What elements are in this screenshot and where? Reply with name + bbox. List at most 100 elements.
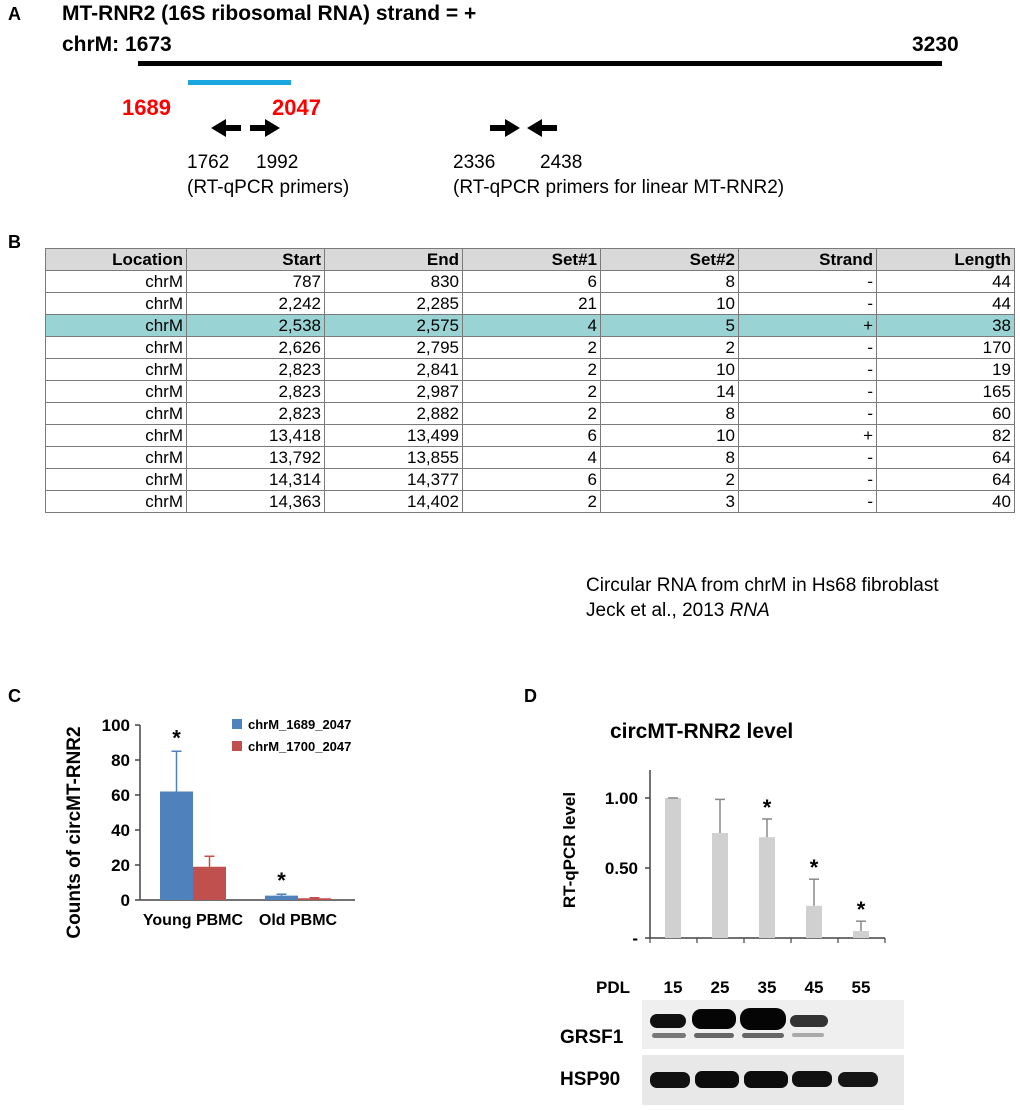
arrow-left-icon	[527, 119, 557, 137]
blot-hsp90	[642, 1055, 904, 1105]
table-row: chrM 2,242 2,285 21 10-44	[45, 292, 1015, 315]
table-cell: 165	[876, 380, 1015, 403]
table-cell: -	[738, 468, 877, 491]
region-start-label: 1689	[122, 95, 171, 120]
table-cell: chrM	[45, 314, 187, 337]
y-tick-label: 60	[111, 786, 130, 805]
table-cell: -	[738, 358, 877, 381]
blot-band	[692, 1009, 736, 1029]
blot-grsf1	[642, 1000, 904, 1049]
chrm-label: chrM: 1673	[62, 33, 172, 57]
circrna-region-bar	[188, 80, 291, 85]
table-cell: 5	[600, 314, 739, 337]
table-cell: 10	[600, 292, 739, 315]
bar	[298, 898, 331, 900]
bar	[712, 833, 728, 938]
blot-band	[792, 1071, 832, 1087]
table-cell: 2,823	[186, 380, 325, 403]
table-cell: 2,575	[324, 314, 463, 337]
circrna-table: Location Start End Set#1 Set#2 Strand Le…	[45, 248, 1015, 513]
table-row: chrM 787 830 6 8-44	[45, 270, 1015, 293]
table-header-row: Location Start End Set#1 Set#2 Strand Le…	[45, 248, 1015, 271]
blot-band	[790, 1015, 828, 1027]
blot-band	[838, 1072, 878, 1087]
table-cell: 13,418	[186, 424, 325, 447]
chart-d: RT-qPCR level - 0.50 1.00 15 25 * 35 * 45 * 55 PDL	[560, 770, 886, 997]
table-cell: 8	[600, 270, 739, 293]
table-cell: chrM	[45, 424, 187, 447]
table-cell: chrM	[45, 336, 187, 359]
table-cell: 2	[600, 336, 739, 359]
table-cell: 2,987	[324, 380, 463, 403]
table-row: chrM 13,418 13,499 6 10 +82	[45, 424, 1015, 447]
table-cell: 4	[462, 314, 601, 337]
table-cell: 787	[186, 270, 325, 293]
y-tick-label: -	[632, 929, 638, 948]
table-cell: -	[738, 402, 877, 425]
x-tick-label: 15	[664, 978, 683, 997]
table-row: chrM 2,626 2,795 2 2-170	[45, 336, 1015, 359]
table-cell: 14,363	[186, 490, 325, 513]
blot-band	[744, 1071, 788, 1088]
chrm-end: 3230	[912, 33, 959, 56]
table-cell: 13,499	[324, 424, 463, 447]
table-cell: 170	[876, 336, 1015, 359]
primer1-left-pos: 1762	[187, 152, 230, 173]
significance-marker: *	[172, 725, 181, 750]
y-tick-label: 0.50	[605, 859, 638, 878]
x-tick-label: Old PBMC	[259, 912, 338, 929]
table-cell: 13,792	[186, 446, 325, 469]
table-cell: 82	[876, 424, 1015, 447]
table-cell: 14,377	[324, 468, 463, 491]
significance-marker: *	[810, 855, 819, 880]
table-caption-source: Circular RNA from chrM in Hs68 fibroblas…	[586, 575, 939, 596]
panel-c-letter: C	[8, 686, 21, 706]
table-row: chrM 13,792 13,855 4 8-64	[45, 446, 1015, 469]
y-axis-label: RT-qPCR level	[560, 792, 579, 908]
table-cell: 4	[462, 446, 601, 469]
table-cell: chrM	[45, 270, 187, 293]
table-cell: 2,538	[186, 314, 325, 337]
y-tick-label: 1.00	[605, 789, 638, 808]
table-cell: 2,242	[186, 292, 325, 315]
legend-label: chrM_1700_2047	[248, 739, 351, 754]
bar	[759, 837, 775, 938]
legend-swatch	[232, 741, 242, 751]
table-cell: 2	[462, 402, 601, 425]
table-cell: 2,882	[324, 402, 463, 425]
gene-title: MT-RNR2 (16S ribosomal RNA) strand = +	[62, 2, 477, 25]
table-cell: 2	[462, 490, 601, 513]
bar	[160, 791, 193, 900]
bar	[806, 905, 822, 938]
chrm-start: 1673	[125, 33, 172, 56]
x-axis-title: PDL	[596, 978, 630, 997]
table-cell: +	[738, 424, 877, 447]
table-cell: 64	[876, 468, 1015, 491]
table-cell: 2,795	[324, 336, 463, 359]
table-cell: 14	[600, 380, 739, 403]
table-cell: +	[738, 314, 877, 337]
y-tick-label: 40	[111, 821, 130, 840]
table-cell: -	[738, 490, 877, 513]
table-cell: chrM	[45, 292, 187, 315]
arrow-right-icon	[250, 119, 280, 137]
table-cell: 21	[462, 292, 601, 315]
table-cell: 64	[876, 446, 1015, 469]
bar	[665, 798, 681, 938]
table-cell: 19	[876, 358, 1015, 381]
table-row: chrM 14,314 14,377 6 2-64	[45, 468, 1015, 491]
table-cell: 14,314	[186, 468, 325, 491]
column-header: End	[324, 248, 463, 271]
table-cell: 38	[876, 314, 1015, 337]
table-cell: 2,626	[186, 336, 325, 359]
x-tick-label: 55	[852, 978, 871, 997]
column-header: Strand	[738, 248, 877, 271]
table-row: chrM 2,823 2,882 2 8-60	[45, 402, 1015, 425]
table-cell: 6	[462, 468, 601, 491]
table-cell: chrM	[45, 402, 187, 425]
table-row: chrM 2,538 2,575 4 5 +38	[45, 314, 1015, 337]
citation-text: Jeck et al., 2013	[586, 600, 730, 621]
primer1-right-pos: 1992	[256, 152, 299, 173]
table-cell: -	[738, 292, 877, 315]
x-tick-label: 45	[805, 978, 824, 997]
